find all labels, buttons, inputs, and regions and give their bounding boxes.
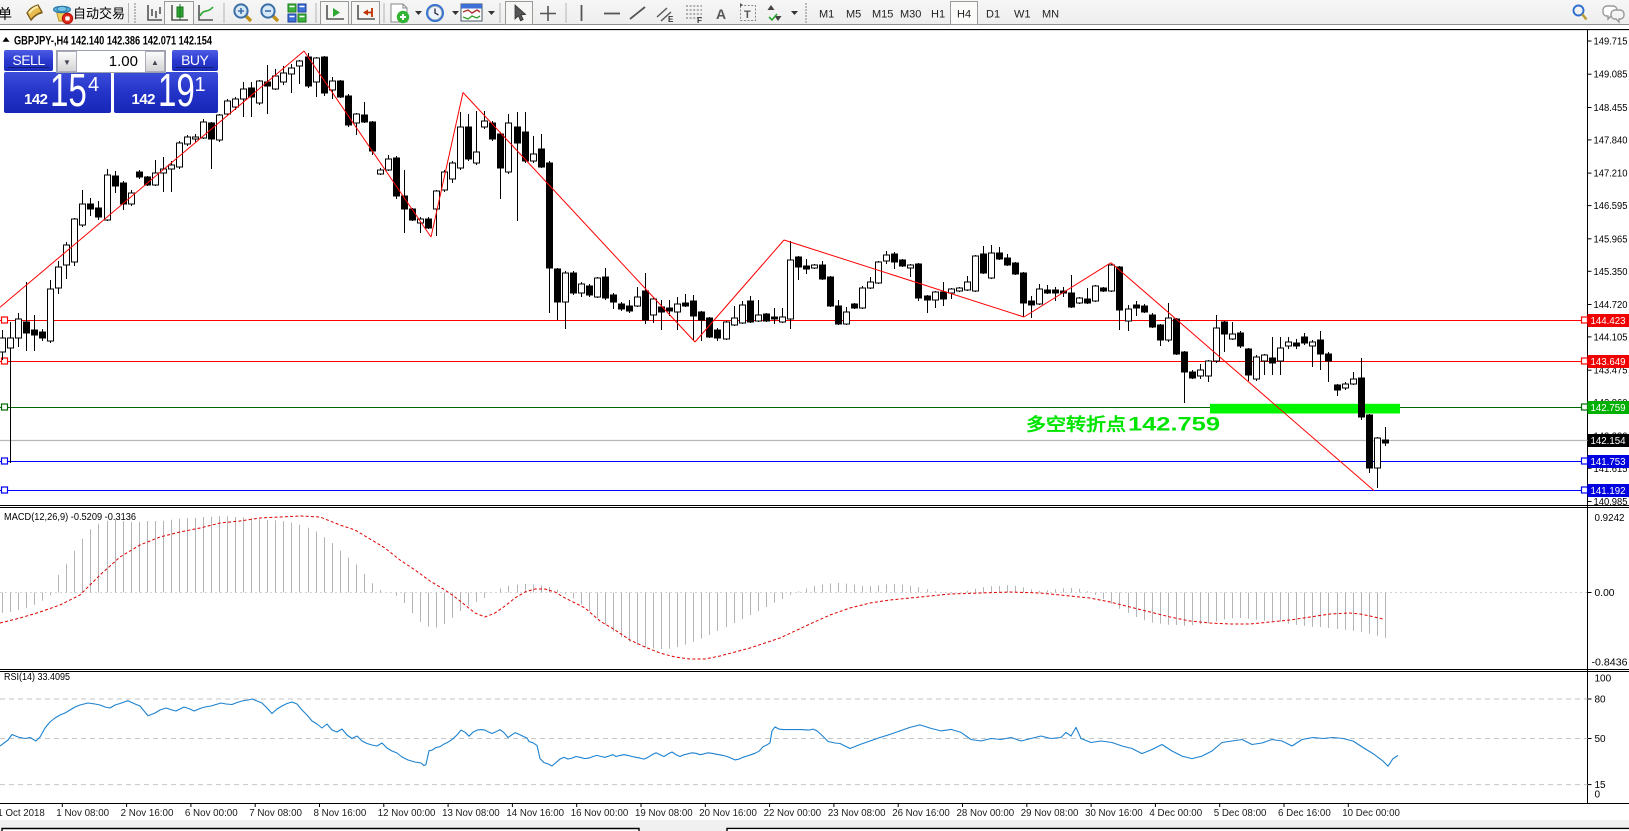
svg-text:0.9242: 0.9242 [1595, 513, 1625, 524]
svg-text:28 Nov 00:00: 28 Nov 00:00 [957, 808, 1015, 819]
svg-text:5 Dec 08:00: 5 Dec 08:00 [1214, 808, 1267, 819]
svg-text:D1: D1 [986, 9, 1000, 21]
svg-text:26 Nov 16:00: 26 Nov 16:00 [892, 808, 950, 819]
svg-text:F: F [697, 16, 702, 25]
svg-text:15: 15 [1595, 780, 1607, 791]
svg-text:145.965: 145.965 [1594, 234, 1628, 245]
svg-text:30 Nov 16:00: 30 Nov 16:00 [1085, 808, 1143, 819]
svg-text:29 Nov 08:00: 29 Nov 08:00 [1021, 808, 1079, 819]
svg-text:149.085: 149.085 [1594, 70, 1628, 81]
svg-text:MACD(12,26,9) -0.5209 -0.3136: MACD(12,26,9) -0.5209 -0.3136 [4, 512, 136, 523]
svg-text:T: T [744, 9, 751, 21]
svg-text:MN: MN [1042, 9, 1059, 21]
svg-text:19 Nov 08:00: 19 Nov 08:00 [635, 808, 693, 819]
svg-text:M5: M5 [846, 9, 861, 21]
svg-text:H4: H4 [957, 9, 971, 21]
svg-text:2 Nov 16:00: 2 Nov 16:00 [121, 808, 174, 819]
svg-text:M30: M30 [900, 9, 921, 21]
svg-text:20 Nov 16:00: 20 Nov 16:00 [699, 808, 757, 819]
svg-text:-0.8436: -0.8436 [1592, 658, 1628, 669]
svg-text:50: 50 [1595, 734, 1607, 745]
svg-text:147.840: 147.840 [1594, 135, 1628, 146]
svg-text:多空转折点142.759: 多空转折点142.759 [1026, 414, 1220, 436]
svg-text:6 Nov 00:00: 6 Nov 00:00 [185, 808, 238, 819]
svg-text:1 Nov 08:00: 1 Nov 08:00 [56, 808, 109, 819]
svg-text:单: 单 [0, 6, 12, 22]
svg-text:RSI(14) 33.4095: RSI(14) 33.4095 [4, 672, 70, 683]
svg-text:16 Nov 00:00: 16 Nov 00:00 [571, 808, 629, 819]
svg-text:142.154: 142.154 [1591, 436, 1626, 447]
svg-text:10 Dec 00:00: 10 Dec 00:00 [1342, 808, 1400, 819]
svg-text:144.105: 144.105 [1594, 332, 1628, 343]
svg-text:144.720: 144.720 [1594, 300, 1628, 311]
svg-text:自动交易: 自动交易 [73, 6, 125, 21]
svg-text:31 Oct 2018: 31 Oct 2018 [0, 808, 45, 819]
svg-text:142.759: 142.759 [1591, 403, 1626, 414]
svg-text:12 Nov 00:00: 12 Nov 00:00 [378, 808, 436, 819]
svg-text:100: 100 [1595, 674, 1612, 685]
svg-text:4 Dec 00:00: 4 Dec 00:00 [1149, 808, 1202, 819]
svg-text:M15: M15 [872, 9, 893, 21]
svg-text:149.715: 149.715 [1594, 37, 1628, 48]
svg-text:148.455: 148.455 [1594, 103, 1628, 114]
svg-text:143.649: 143.649 [1591, 357, 1626, 368]
svg-text:A: A [716, 6, 726, 22]
svg-text:H1: H1 [931, 9, 945, 21]
svg-text:147.210: 147.210 [1594, 169, 1628, 180]
svg-text:M1: M1 [819, 9, 834, 21]
svg-text:146.595: 146.595 [1594, 201, 1628, 212]
svg-text:6 Dec 16:00: 6 Dec 16:00 [1278, 808, 1331, 819]
svg-text:13 Nov 08:00: 13 Nov 08:00 [442, 808, 500, 819]
svg-text:22 Nov 00:00: 22 Nov 00:00 [764, 808, 822, 819]
svg-text:23 Nov 08:00: 23 Nov 08:00 [828, 808, 886, 819]
svg-text:W1: W1 [1014, 9, 1031, 21]
svg-text:141.615: 141.615 [1594, 464, 1628, 475]
svg-text:140.985: 140.985 [1594, 497, 1628, 508]
svg-text:80: 80 [1595, 695, 1607, 706]
svg-text:141.753: 141.753 [1591, 457, 1626, 468]
svg-text:143.475: 143.475 [1594, 366, 1628, 377]
svg-text:8 Nov 16:00: 8 Nov 16:00 [314, 808, 367, 819]
svg-text:144.423: 144.423 [1591, 316, 1626, 327]
svg-text:E: E [668, 15, 674, 24]
svg-text:0.00: 0.00 [1595, 588, 1615, 599]
svg-text:7 Nov 08:00: 7 Nov 08:00 [249, 808, 302, 819]
svg-text:141.192: 141.192 [1591, 486, 1626, 497]
svg-text:0: 0 [1595, 790, 1601, 801]
svg-text:GBPJPY-,H4 142.140 142.386 14: GBPJPY-,H4 142.140 142.386 142.071 142.1… [14, 36, 212, 48]
svg-text:145.350: 145.350 [1594, 267, 1628, 278]
svg-text:14 Nov 16:00: 14 Nov 16:00 [506, 808, 564, 819]
